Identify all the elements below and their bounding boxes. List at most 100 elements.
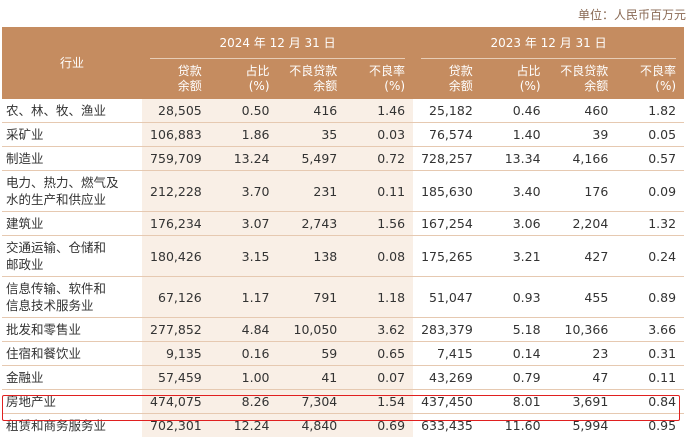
industry-name-line: 水的生产和供应业 xyxy=(6,192,107,207)
industry-cell: 建筑业 xyxy=(2,211,142,236)
cell-npl-ratio-2024: 0.72 xyxy=(345,146,414,171)
cell-npl-balance-2024: 791 xyxy=(277,276,346,318)
cell-share-pct-2023: 0.93 xyxy=(480,276,549,318)
cell-loan-balance-2023: 7,415 xyxy=(413,341,481,366)
cell-npl-balance-2024: 35 xyxy=(277,122,346,147)
cell-share-pct-2024: 0.50 xyxy=(209,99,278,123)
cell-npl-ratio-2023: 1.32 xyxy=(616,211,685,236)
cell-loan-balance-2024: 9,135 xyxy=(142,341,210,366)
cell-npl-balance-2023: 455 xyxy=(548,276,617,318)
cell-loan-balance-2024: 57,459 xyxy=(142,365,210,390)
col-header-line: 余额 xyxy=(584,79,609,93)
industry-cell: 批发和零售业 xyxy=(2,317,142,342)
cell-npl-ratio-2024: 1.56 xyxy=(345,211,414,236)
cell-loan-balance-2023: 25,182 xyxy=(413,99,481,123)
cell-share-pct-2023: 0.46 xyxy=(480,99,549,123)
cell-share-pct-2023: 8.01 xyxy=(480,389,549,414)
cell-npl-balance-2023: 3,691 xyxy=(548,389,617,414)
cell-share-pct-2023: 3.21 xyxy=(480,235,549,277)
cell-npl-ratio-2024: 0.11 xyxy=(345,170,414,212)
industry-cell: 电力、热力、燃气及 水的生产和供应业 xyxy=(2,170,142,212)
cell-npl-ratio-2023: 0.57 xyxy=(616,146,685,171)
industry-name-line: 制造业 xyxy=(6,151,44,166)
industry-cell: 金融业 xyxy=(2,365,142,390)
cell-loan-balance-2024: 474,075 xyxy=(142,389,210,414)
cell-npl-balance-2023: 2,204 xyxy=(548,211,617,236)
cell-share-pct-2024: 3.15 xyxy=(209,235,278,277)
cell-share-pct-2024: 12.24 xyxy=(209,413,278,437)
period-2023-header: 2023 年 12 月 31 日 xyxy=(413,27,685,59)
table-row: 金融业 57,459 1.00 41 0.07 43,269 0.79 47 0.11 xyxy=(2,365,685,390)
cell-loan-balance-2024: 28,505 xyxy=(142,99,210,123)
cell-npl-balance-2024: 10,050 xyxy=(277,317,346,342)
col-header-share-pct-2023: 占比 (%) xyxy=(480,59,549,99)
col-header-npl-ratio-2023: 不良率 (%) xyxy=(616,59,685,99)
col-header-line: 不良率 xyxy=(369,64,406,78)
industry-name-line: 采矿业 xyxy=(6,127,44,142)
cell-npl-ratio-2023: 1.82 xyxy=(616,99,685,123)
col-header-line: 余额 xyxy=(313,79,338,93)
table-row: 批发和零售业 277,852 4.84 10,050 3.62 283,379 5.18 10… xyxy=(2,317,685,342)
industry-cell: 住宿和餐饮业 xyxy=(2,341,142,366)
industry-name-line: 租赁和商务服务业 xyxy=(6,418,107,433)
cell-npl-ratio-2024: 0.07 xyxy=(345,365,414,390)
cell-npl-balance-2023: 427 xyxy=(548,235,617,277)
industry-name-line: 邮政业 xyxy=(6,257,44,272)
cell-npl-ratio-2024: 0.65 xyxy=(345,341,414,366)
cell-npl-balance-2023: 460 xyxy=(548,99,617,123)
cell-share-pct-2023: 3.06 xyxy=(480,211,549,236)
cell-loan-balance-2023: 167,254 xyxy=(413,211,481,236)
industry-name-line: 房地产业 xyxy=(6,394,57,409)
industry-name-line: 电力、热力、燃气及 xyxy=(6,175,119,190)
cell-npl-balance-2023: 5,994 xyxy=(572,418,609,433)
cell-share-pct-2024: 0.16 xyxy=(209,341,278,366)
cell-npl-balance-2024: 231 xyxy=(277,170,346,212)
cell-npl-balance-2024: 416 xyxy=(277,99,346,123)
col-header-line: (%) xyxy=(384,79,406,93)
cell-npl-balance-2024: 138 xyxy=(277,235,346,277)
industry-name-line: 交通运输、仓储和 xyxy=(6,240,107,255)
industry-cell: 农、林、牧、渔业 xyxy=(2,99,142,123)
cell-share-pct-2024: 8.26 xyxy=(209,389,278,414)
table-row: 租赁和商务服务业 702,301 12.24 4,840 0.69 633,435 11.6… xyxy=(2,413,684,437)
cell-npl-ratio-2024: 0.03 xyxy=(345,122,414,147)
cell-npl-balance-2023: 23 xyxy=(548,341,617,366)
cell-npl-balance-2024: 59 xyxy=(277,341,346,366)
cell-npl-ratio-2023: 0.84 xyxy=(616,389,685,414)
cell-share-pct-2024: 1.17 xyxy=(209,276,278,318)
cell-npl-balance-2023: 4,166 xyxy=(548,146,617,171)
cell-npl-ratio-2023: 0.31 xyxy=(616,341,685,366)
cell-loan-balance-2024: 106,883 xyxy=(142,122,210,147)
industry-cell: 采矿业 xyxy=(2,122,142,147)
industry-cell: 房地产业 xyxy=(2,389,142,414)
table-row: 房地产业 474,075 8.26 7,304 1.54 437,450 8.01 3,691… xyxy=(2,389,685,414)
cell-npl-ratio-2024: 3.62 xyxy=(345,317,414,342)
cell-loan-balance-2023: 175,265 xyxy=(413,235,481,277)
table-row: 采矿业 106,883 1.86 35 0.03 76,574 1.40 39 0.05 xyxy=(2,122,685,147)
cell-loan-balance-2024: 176,234 xyxy=(142,211,210,236)
cell-loan-balance-2024: 759,709 xyxy=(142,146,210,171)
col-header-line: 不良贷款 xyxy=(289,64,338,78)
cell-npl-ratio-2024: 1.54 xyxy=(345,389,414,414)
cell-loan-balance-2024: 180,426 xyxy=(142,235,210,277)
cell-share-pct-2024: 4.84 xyxy=(209,317,278,342)
cell-share-pct-2024: 1.00 xyxy=(209,365,278,390)
cell-loan-balance-2023: 76,574 xyxy=(413,122,481,147)
cell-npl-balance-2024: 5,497 xyxy=(277,146,346,171)
col-header-line: 余额 xyxy=(177,79,202,93)
cell-share-pct-2024: 1.86 xyxy=(209,122,278,147)
table-row: 制造业 759,709 13.24 5,497 0.72 728,257 13.34 4,16… xyxy=(2,146,685,171)
cell-npl-balance-2023: 176 xyxy=(548,170,617,212)
cell-npl-balance-2024: 7,304 xyxy=(277,389,346,414)
table-row: 交通运输、仓储和 邮政业 180,426 3.15 138 0.08 175,265 3.21… xyxy=(2,235,685,277)
cell-npl-ratio-2023: 0.11 xyxy=(616,365,685,390)
industry-name-line: 信息技术服务业 xyxy=(6,298,94,313)
cell-npl-balance-2024: 2,743 xyxy=(277,211,346,236)
col-header-loan-balance-2023: 贷款 余额 xyxy=(413,59,481,99)
industry-name-line: 批发和零售业 xyxy=(6,322,82,337)
cell-npl-balance-2023: 47 xyxy=(548,365,617,390)
table-row: 信息传输、软件和 信息技术服务业 67,126 1.17 791 1.18 51,047 0.… xyxy=(2,276,685,318)
col-header-line: 占比 xyxy=(245,64,270,78)
cell-npl-ratio-2023: 0.05 xyxy=(616,122,685,147)
col-header-line: 占比 xyxy=(516,64,541,78)
